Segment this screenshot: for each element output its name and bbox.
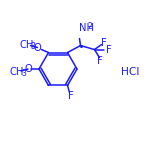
Text: O: O — [24, 64, 32, 74]
Text: F: F — [106, 45, 112, 55]
Text: 3: 3 — [31, 41, 35, 51]
Text: HCl: HCl — [121, 67, 139, 77]
Text: F: F — [101, 38, 106, 48]
Text: O: O — [34, 43, 41, 53]
Text: CH: CH — [10, 67, 24, 77]
Text: CH: CH — [19, 40, 34, 50]
Text: 3: 3 — [21, 69, 26, 78]
Text: 2: 2 — [88, 22, 93, 31]
Text: NH: NH — [78, 22, 93, 33]
Text: F: F — [68, 92, 73, 101]
Text: F: F — [97, 55, 102, 66]
